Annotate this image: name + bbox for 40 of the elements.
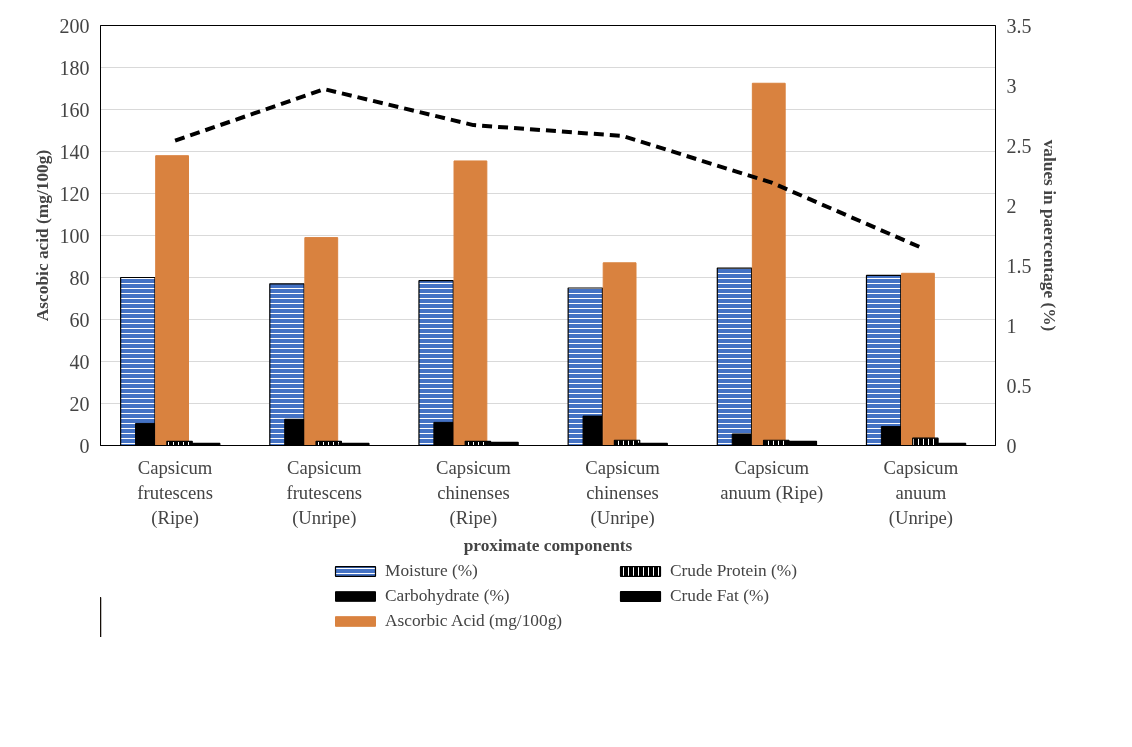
bar xyxy=(453,160,488,446)
y-tick-label: 120 xyxy=(59,182,90,205)
line-series xyxy=(173,87,923,250)
y-axis-title: Ascobic acid (mg/100g) xyxy=(32,149,52,322)
bar xyxy=(304,237,339,446)
legend-label: Moisture (%) xyxy=(385,561,479,581)
y2-tick-label: 2 xyxy=(1006,194,1017,217)
y-tick-label: 20 xyxy=(69,392,90,415)
legend-label: Carbohydrate (%) xyxy=(385,586,511,606)
y2-tick-label: 1 xyxy=(1006,314,1017,337)
x-tick-label: Capsicum anuum (Unripe) xyxy=(883,456,959,529)
y2-tick-label: 0 xyxy=(1006,434,1017,457)
legend-label: Crude Fat (%) xyxy=(670,586,771,606)
y2-tick-label: 2.5 xyxy=(1006,134,1032,157)
y-tick-label: 0 xyxy=(79,434,90,457)
x-tick-label: Capsicum frutescens (Ripe) xyxy=(137,456,213,529)
bar xyxy=(751,82,786,446)
y-tick-label: 60 xyxy=(69,308,90,331)
bar xyxy=(901,272,935,446)
y2-tick-label: 0.5 xyxy=(1006,374,1032,397)
y-tick-label: 80 xyxy=(69,266,90,289)
y-tick-label: 180 xyxy=(59,56,90,79)
bar xyxy=(155,155,190,446)
x-axis-title: proximate components xyxy=(463,535,633,555)
y2-tick-label: 1.5 xyxy=(1006,254,1032,277)
x-tick-label: Capsicum frutescens (Unripe) xyxy=(286,456,363,529)
legend-label: Crude Protein (%) xyxy=(670,561,799,581)
y-tick-label: 40 xyxy=(69,350,90,373)
y-tick-label: 160 xyxy=(59,98,90,121)
y-tick-label: 100 xyxy=(59,224,90,247)
y-tick-label: 140 xyxy=(59,140,90,163)
x-tick-label: Capsicum anuum (Ripe) xyxy=(720,456,824,504)
bar xyxy=(602,262,637,446)
y2-axis-title: values in paercentage (%) xyxy=(1039,139,1059,332)
legend-label: Ascorbic Acid (mg/100g) xyxy=(385,611,563,631)
x-tick-label: Capsicum chinenses (Unripe) xyxy=(585,456,661,529)
y-tick-label: 200 xyxy=(59,14,90,37)
y2-tick-label: 3 xyxy=(1006,74,1017,97)
y2-tick-label: 3.5 xyxy=(1006,14,1032,37)
x-tick-label: Capsicum chinenses (Ripe) xyxy=(436,456,512,529)
